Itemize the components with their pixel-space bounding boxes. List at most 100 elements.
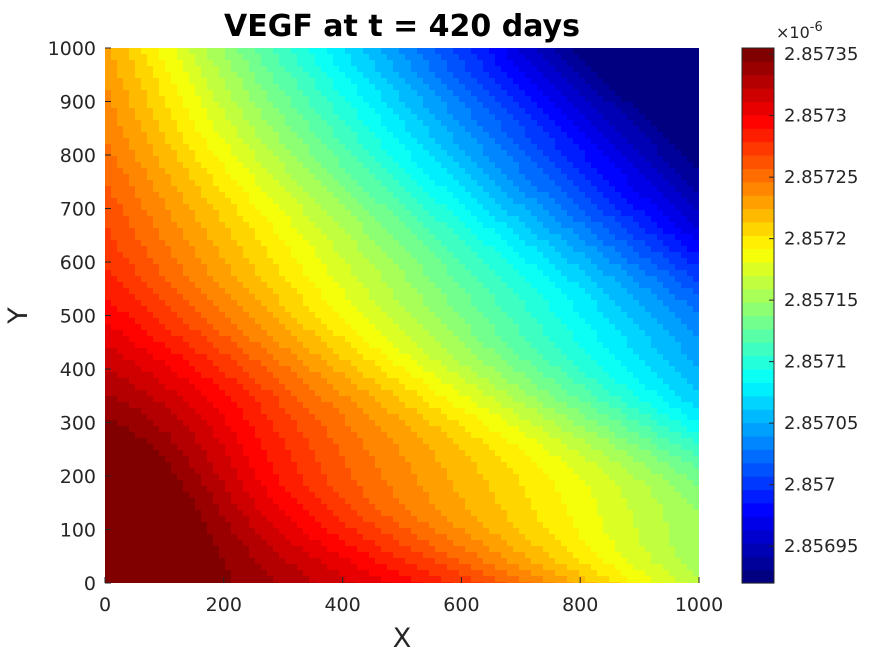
heatmap-cell bbox=[201, 90, 208, 97]
heatmap-cell bbox=[675, 108, 682, 115]
heatmap-cell bbox=[531, 276, 538, 283]
heatmap-cell bbox=[495, 318, 502, 325]
heatmap-cell bbox=[507, 336, 514, 343]
heatmap-cell bbox=[693, 66, 699, 73]
heatmap-cell bbox=[237, 222, 244, 229]
heatmap-cell bbox=[675, 204, 682, 211]
heatmap-cell bbox=[447, 216, 454, 223]
heatmap-cell bbox=[243, 330, 250, 337]
heatmap-cell bbox=[681, 84, 688, 91]
heatmap-cell bbox=[633, 282, 640, 289]
heatmap-cell bbox=[375, 90, 382, 97]
heatmap-cell bbox=[645, 114, 652, 121]
heatmap-cell bbox=[255, 348, 262, 355]
heatmap-cell bbox=[105, 198, 112, 205]
heatmap-cell bbox=[513, 204, 520, 211]
heatmap-cell bbox=[363, 102, 370, 109]
heatmap-cell bbox=[543, 300, 550, 307]
heatmap-cell bbox=[657, 282, 664, 289]
heatmap-cell bbox=[189, 186, 196, 193]
heatmap-cell bbox=[153, 318, 160, 325]
heatmap-cell bbox=[657, 150, 664, 157]
heatmap-cell bbox=[657, 96, 664, 103]
heatmap-cell bbox=[369, 54, 376, 61]
heatmap-cell bbox=[501, 270, 508, 277]
heatmap-cell bbox=[171, 348, 178, 355]
heatmap-cell bbox=[495, 252, 502, 259]
heatmap-cell bbox=[345, 246, 352, 253]
heatmap-cell bbox=[129, 312, 136, 319]
heatmap-cell bbox=[537, 144, 544, 151]
heatmap-cell bbox=[141, 192, 148, 199]
heatmap-cell bbox=[519, 156, 526, 163]
heatmap-cell bbox=[627, 330, 634, 337]
heatmap-cell bbox=[369, 288, 376, 295]
heatmap-cell bbox=[555, 78, 562, 85]
heatmap-cell bbox=[453, 150, 460, 157]
heatmap-cell bbox=[207, 240, 214, 247]
heatmap-cell bbox=[639, 114, 646, 121]
heatmap-cell bbox=[513, 162, 520, 169]
heatmap-cell bbox=[417, 66, 424, 73]
heatmap-cell bbox=[531, 234, 538, 241]
heatmap-cell bbox=[411, 54, 418, 61]
heatmap-cell bbox=[213, 342, 220, 349]
heatmap-cell bbox=[477, 300, 484, 307]
heatmap-cell bbox=[477, 198, 484, 205]
heatmap-cell bbox=[315, 66, 322, 73]
heatmap-cell bbox=[477, 204, 484, 211]
heatmap-cell bbox=[363, 264, 370, 271]
heatmap-cell bbox=[693, 210, 699, 217]
heatmap-cell bbox=[483, 102, 490, 109]
heatmap-cell bbox=[153, 330, 160, 337]
heatmap-cell bbox=[645, 144, 652, 151]
heatmap-cell bbox=[495, 138, 502, 145]
heatmap-cell bbox=[189, 150, 196, 157]
heatmap-cell bbox=[507, 126, 514, 133]
heatmap-cell bbox=[645, 168, 652, 175]
heatmap-cell bbox=[405, 234, 412, 241]
heatmap-cell bbox=[591, 78, 598, 85]
heatmap-cell bbox=[267, 168, 274, 175]
heatmap-cell bbox=[579, 330, 586, 337]
heatmap-cell bbox=[573, 162, 580, 169]
heatmap-cell bbox=[405, 48, 412, 55]
heatmap-cell bbox=[303, 294, 310, 301]
heatmap-cell bbox=[123, 348, 130, 355]
heatmap-cell bbox=[249, 48, 256, 55]
heatmap-cell bbox=[111, 240, 118, 247]
heatmap-cell bbox=[561, 342, 568, 349]
heatmap-cell bbox=[531, 312, 538, 319]
heatmap-cell bbox=[657, 342, 664, 349]
heatmap-cell bbox=[261, 222, 268, 229]
heatmap-cell bbox=[189, 270, 196, 277]
heatmap-cell bbox=[255, 48, 262, 55]
heatmap-cell bbox=[297, 324, 304, 331]
heatmap-cell bbox=[591, 246, 598, 253]
heatmap-cell bbox=[171, 192, 178, 199]
heatmap-cell bbox=[333, 174, 340, 181]
heatmap-cell bbox=[609, 120, 616, 127]
heatmap-cell bbox=[351, 294, 358, 301]
heatmap-cell bbox=[219, 336, 226, 343]
heatmap-cell bbox=[285, 342, 292, 349]
heatmap-cell bbox=[105, 252, 112, 259]
heatmap-cell bbox=[279, 126, 286, 133]
heatmap-cell bbox=[591, 72, 598, 79]
heatmap-cell bbox=[531, 288, 538, 295]
heatmap-cell bbox=[603, 168, 610, 175]
heatmap-cell bbox=[663, 96, 670, 103]
heatmap-cell bbox=[693, 204, 699, 211]
heatmap-cell bbox=[423, 120, 430, 127]
heatmap-cell bbox=[549, 168, 556, 175]
heatmap-cell bbox=[561, 156, 568, 163]
heatmap-cell bbox=[387, 66, 394, 73]
heatmap-cell bbox=[123, 216, 130, 223]
heatmap-cell bbox=[423, 252, 430, 259]
heatmap-cell bbox=[423, 186, 430, 193]
heatmap-cell bbox=[345, 120, 352, 127]
heatmap-cell bbox=[399, 108, 406, 115]
heatmap-cell bbox=[327, 90, 334, 97]
heatmap-cell bbox=[285, 90, 292, 97]
heatmap-cell bbox=[153, 90, 160, 97]
